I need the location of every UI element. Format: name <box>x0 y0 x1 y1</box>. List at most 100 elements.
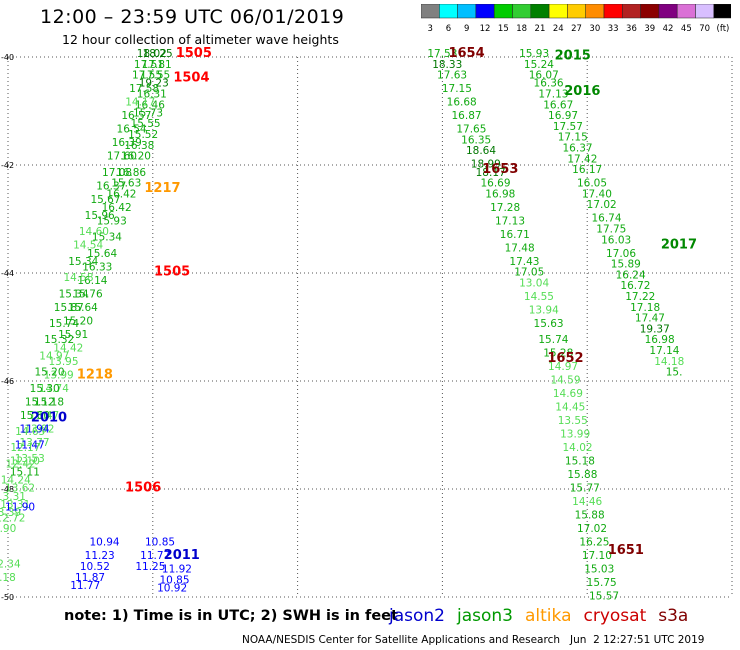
wave-height-value: 15.57 <box>589 591 619 600</box>
legend-jason2: jason2 <box>389 606 445 626</box>
colorbar-label: 18 <box>516 24 527 34</box>
wave-height-value: 13.04 <box>519 278 549 290</box>
wave-height-value: 11.77 <box>140 550 170 562</box>
colorbar-label: 27 <box>571 24 582 34</box>
wave-height-value: 12.90 <box>0 523 16 535</box>
wave-height-value: 11.25 <box>135 561 165 573</box>
wave-height-value: 17.18 <box>630 302 660 314</box>
colorbar-label: 9 <box>464 24 469 34</box>
wave-height-value: 13.95 <box>48 356 78 368</box>
wave-height-value: 15.67 <box>90 194 120 206</box>
wave-height-value: 12.72 <box>0 512 25 524</box>
wave-height-value: 15.34 <box>59 288 89 300</box>
wave-height-value: 16.25 <box>579 537 609 549</box>
wave-height-value: 15. <box>666 367 683 379</box>
wave-height-value: 12.10 <box>10 456 40 468</box>
legend-jason3: jason3 <box>457 606 513 626</box>
colorbar-label: 12 <box>480 24 491 34</box>
wave-height-value: 14.69 <box>553 388 583 400</box>
wave-height-value: 15.87 <box>54 302 84 314</box>
wave-height-value: 15.88 <box>575 510 605 522</box>
y-tick-label: -44 <box>1 269 14 278</box>
y-tick-label: -50 <box>1 593 14 600</box>
time-label: 1504 <box>173 70 209 85</box>
wave-height-value: 16.87 <box>452 110 482 122</box>
wave-height-value: 15.63 <box>111 178 141 190</box>
wave-height-value: 10.85 <box>145 537 175 549</box>
wave-height-value: 17.28 <box>490 202 520 214</box>
wave-height-value: 16.42 <box>102 202 132 214</box>
wave-height-value: 15.63 <box>534 318 564 330</box>
wave-height-value: 16.74 <box>591 213 621 225</box>
time-label: 1505 <box>154 265 190 280</box>
wave-height-value: 16.98 <box>645 334 675 346</box>
credit-line: NOAA/NESDIS Center for Satellite Applica… <box>242 634 705 646</box>
wave-height-value: 15.34 <box>92 232 122 244</box>
wave-height-value: 17.02 <box>587 199 617 211</box>
wave-height-value: 15.74 <box>538 334 568 346</box>
wave-height-value: 13.62 <box>5 483 35 495</box>
wave-height-value: 16.20 <box>121 151 151 163</box>
y-tick-label: -46 <box>1 377 14 386</box>
wave-height-value: 15.03 <box>584 564 614 576</box>
wave-height-value: 15.18 <box>565 456 595 468</box>
wave-height-colorbar: 3 6 9 12 15 18 21 24 27 30 33 36 39 42 45 70 (ft) <box>421 4 731 34</box>
wave-height-value: 15.89 <box>611 259 641 271</box>
wave-height-value: 14.54 <box>73 240 103 252</box>
wave-height-value: 19.37 <box>640 323 670 335</box>
wave-height-value: 15.74 <box>49 318 79 330</box>
wave-height-value: 17.06 <box>606 248 636 260</box>
wave-height-value: 16.72 <box>620 280 650 292</box>
wave-height-value: 15.76 <box>73 288 103 300</box>
wave-height-value: 15.96 <box>85 210 115 222</box>
wave-height-value: 15.75 <box>587 577 617 589</box>
satellite-legend: jason2 jason3 altika cryosat s3a <box>389 606 700 626</box>
wave-height-value: 14.59 <box>550 375 580 387</box>
time-label: 1654 <box>448 46 484 61</box>
colorbar-label: 24 <box>553 24 564 34</box>
wave-height-value: 15.18 <box>34 396 64 408</box>
colorbar-label: 39 <box>644 24 655 34</box>
wave-height-value: 14.97 <box>39 350 69 362</box>
wave-height-value: 17.10 <box>582 550 612 562</box>
wave-height-value: 17.43 <box>509 256 539 268</box>
wave-height-value: 15.34 <box>68 256 98 268</box>
wave-height-value: 16.38 <box>124 140 154 152</box>
legend-s3a: s3a <box>658 606 689 626</box>
time-label: 2011 <box>164 548 200 563</box>
footer-note: note: 1) Time is in UTC; 2) SWH is in fe… <box>64 608 398 624</box>
wave-height-value: 16.31 <box>137 89 167 101</box>
chart-title: 12:00 – 23:59 UTC 06/01/2019 <box>40 6 345 28</box>
wave-height-value: 17.63 <box>437 70 467 82</box>
track-jason2: 11.94 11.47 12.10 11.90 10.9411.2310.5211.87… <box>5 423 192 594</box>
wave-height-value: 11.90 <box>5 502 35 514</box>
time-label: 1651 <box>608 543 644 558</box>
track-s3a: 17.5318.3317.6317.1516.6816.8717.6516.35… <box>427 48 619 600</box>
track-jason3: 18.2517.8117.5519.2316.3116.4615.7315.55… <box>0 48 173 584</box>
wave-height-value: 16.35 <box>461 134 491 146</box>
wave-height-value: 17.02 <box>577 523 607 535</box>
colorbar-swatch <box>713 4 731 19</box>
chart-subtitle: 12 hour collection of altimeter wave hei… <box>62 32 339 47</box>
wave-height-value: 16.33 <box>82 261 112 273</box>
wave-height-value: 16.86 <box>116 167 146 179</box>
wave-height-value: 13.31 <box>0 499 30 511</box>
wave-height-value: 12.18 <box>0 572 16 584</box>
wave-height-value: 18.25 <box>143 48 173 60</box>
wave-height-value: 16.07 <box>529 70 559 82</box>
wave-height-value: 17.58 <box>129 83 159 95</box>
wave-height-value: 16.69 <box>480 178 510 190</box>
colorbar-label: 42 <box>663 24 674 34</box>
track-jason3: 15.9315.2416.0716.3617.1316.6716.9717.57… <box>519 48 684 379</box>
wave-height-value: 16.36 <box>534 78 564 90</box>
wave-height-value: 15.12 <box>25 396 55 408</box>
wave-height-value: 11.92 <box>162 564 192 576</box>
wave-height-value: 11.87 <box>75 572 105 584</box>
wave-height-value: 15.93 <box>519 48 549 60</box>
wave-height-value: 17.51 <box>134 59 164 71</box>
wave-height-value: 13.55 <box>558 415 588 427</box>
wave-height-value: 17.48 <box>505 242 535 254</box>
wave-height-value: 19.23 <box>139 78 169 90</box>
wave-height-value: 17.15 <box>558 132 588 144</box>
